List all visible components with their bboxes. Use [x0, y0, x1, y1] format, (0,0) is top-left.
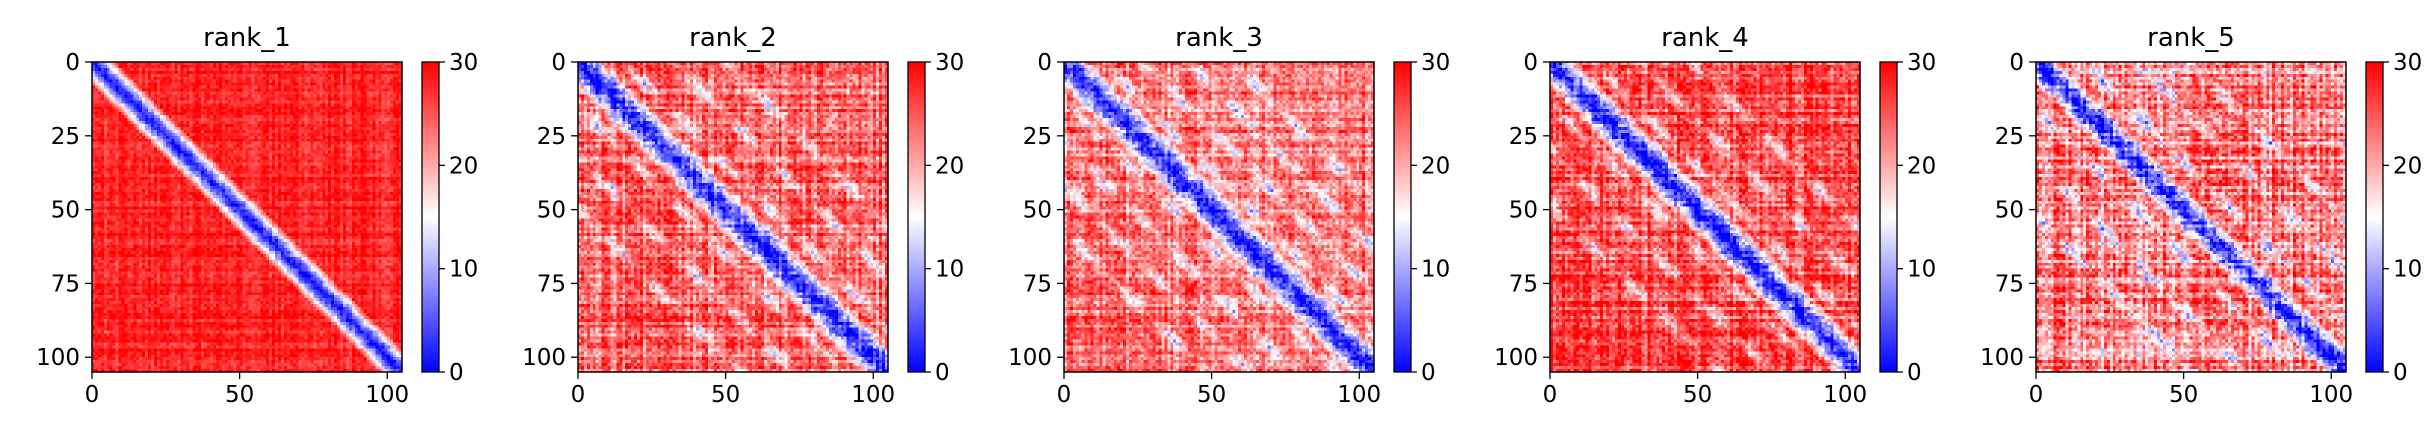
- panel-title: rank_2: [689, 23, 777, 53]
- colorbar-tick-label: 20: [2393, 153, 2422, 179]
- colorbar-tick-label: 30: [935, 50, 964, 76]
- x-tick-label: 50: [225, 382, 254, 408]
- y-tick-label: 25: [1995, 124, 2024, 150]
- y-tick-label: 75: [1509, 271, 1538, 297]
- colorbar-tick-label: 0: [1421, 360, 1436, 386]
- y-tick-label: 25: [51, 124, 80, 150]
- x-tick-label: 50: [711, 382, 740, 408]
- colorbar-tick-label: 20: [1907, 153, 1936, 179]
- axes-frame: [1063, 61, 1375, 373]
- y-tick-label: 0: [65, 50, 80, 76]
- colorbar: [1879, 61, 1898, 373]
- x-tick-label: 100: [1823, 382, 1867, 408]
- colorbar-tick-label: 30: [449, 50, 478, 76]
- y-tick-label: 0: [1037, 50, 1052, 76]
- axes-frame: [577, 61, 889, 373]
- colorbar: [2365, 61, 2384, 373]
- y-tick-label: 0: [551, 50, 566, 76]
- x-tick-label: 0: [1057, 382, 1072, 408]
- axes-frame: [91, 61, 403, 373]
- y-tick-label: 100: [1494, 345, 1538, 371]
- x-tick-label: 100: [365, 382, 409, 408]
- colorbar-tick-label: 10: [2393, 257, 2422, 283]
- colorbar: [907, 61, 926, 373]
- x-tick-label: 0: [85, 382, 100, 408]
- colorbar-tick-label: 0: [449, 360, 464, 386]
- y-tick-label: 100: [1980, 345, 2024, 371]
- y-tick-label: 50: [537, 198, 566, 224]
- colorbar-tick-label: 0: [935, 360, 950, 386]
- colorbar-tick-label: 0: [2393, 360, 2408, 386]
- panel-title: rank_3: [1175, 23, 1263, 53]
- colorbar-tick-label: 10: [1421, 257, 1450, 283]
- y-tick-label: 75: [51, 271, 80, 297]
- colorbar-tick-label: 30: [2393, 50, 2422, 76]
- colorbar-tick-label: 0: [1907, 360, 1922, 386]
- y-tick-label: 50: [1509, 198, 1538, 224]
- panel-title: rank_5: [2147, 23, 2235, 53]
- y-tick-label: 100: [1008, 345, 1052, 371]
- heatmap-image: [1550, 62, 1860, 372]
- y-tick-label: 50: [1023, 198, 1052, 224]
- x-tick-label: 100: [1337, 382, 1381, 408]
- y-tick-label: 0: [2009, 50, 2024, 76]
- colorbar-tick-label: 30: [1907, 50, 1936, 76]
- colorbar-tick-label: 10: [1907, 257, 1936, 283]
- colorbar-tick-label: 20: [935, 153, 964, 179]
- panel-title: rank_4: [1661, 23, 1749, 53]
- colorbar: [421, 61, 440, 373]
- y-tick-label: 25: [1509, 124, 1538, 150]
- heatmap-image: [578, 62, 888, 372]
- x-tick-label: 0: [571, 382, 586, 408]
- heatmap-image: [2036, 62, 2346, 372]
- panel-title: rank_1: [203, 23, 291, 53]
- x-tick-label: 50: [1197, 382, 1226, 408]
- colorbar: [1393, 61, 1412, 373]
- heatmap-image: [92, 62, 402, 372]
- y-tick-label: 75: [1995, 271, 2024, 297]
- colorbar-tick-label: 20: [449, 153, 478, 179]
- y-tick-label: 50: [1995, 198, 2024, 224]
- y-tick-label: 25: [1023, 124, 1052, 150]
- x-tick-label: 50: [2169, 382, 2198, 408]
- y-tick-label: 75: [1023, 271, 1052, 297]
- x-tick-label: 0: [2029, 382, 2044, 408]
- y-tick-label: 75: [537, 271, 566, 297]
- y-tick-label: 0: [1523, 50, 1538, 76]
- colorbar-tick-label: 10: [935, 257, 964, 283]
- x-tick-label: 50: [1683, 382, 1712, 408]
- x-tick-label: 100: [2309, 382, 2353, 408]
- x-tick-label: 100: [851, 382, 895, 408]
- axes-frame: [2035, 61, 2347, 373]
- y-tick-label: 100: [36, 345, 80, 371]
- colorbar-tick-label: 20: [1421, 153, 1450, 179]
- colorbar-tick-label: 30: [1421, 50, 1450, 76]
- heatmap-image: [1064, 62, 1374, 372]
- axes-frame: [1549, 61, 1861, 373]
- y-tick-label: 50: [51, 198, 80, 224]
- y-tick-label: 25: [537, 124, 566, 150]
- colorbar-tick-label: 10: [449, 257, 478, 283]
- x-tick-label: 0: [1543, 382, 1558, 408]
- y-tick-label: 100: [522, 345, 566, 371]
